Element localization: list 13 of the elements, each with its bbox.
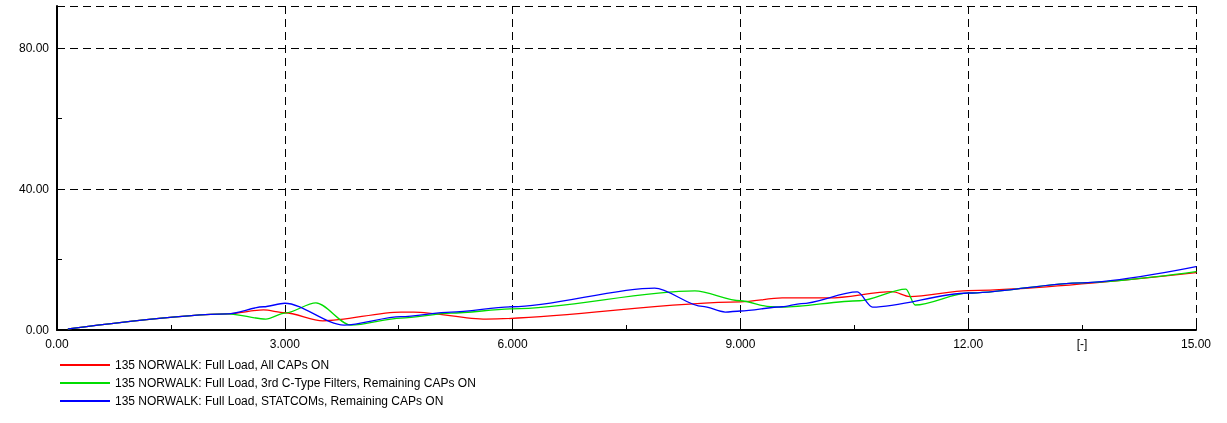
legend-label: 135 NORWALK: Full Load, All CAPs ON (115, 358, 330, 372)
x-axis-title: [-] (1076, 337, 1088, 351)
x-tick-label: 0.00 (45, 337, 69, 351)
x-tick-label: 6.000 (497, 337, 528, 351)
x-tick-label: 12.00 (953, 337, 984, 351)
x-tick-label: 9.000 (725, 337, 756, 351)
y-tick-label: 0.00 (25, 323, 50, 337)
legend-label: 135 NORWALK: Full Load, 3rd C-Type Filters, Remaining CAPs ON (115, 376, 476, 390)
x-tick-label: 3.000 (269, 337, 301, 351)
y-tick-label: 80.00 (18, 41, 50, 56)
y-tick-label: 40.00 (18, 182, 50, 197)
legend-label: 135 NORWALK: Full Load, STATCOMs, Remaining CAPs ON (115, 394, 444, 408)
x-tick-label: 15.00 (1180, 337, 1212, 351)
